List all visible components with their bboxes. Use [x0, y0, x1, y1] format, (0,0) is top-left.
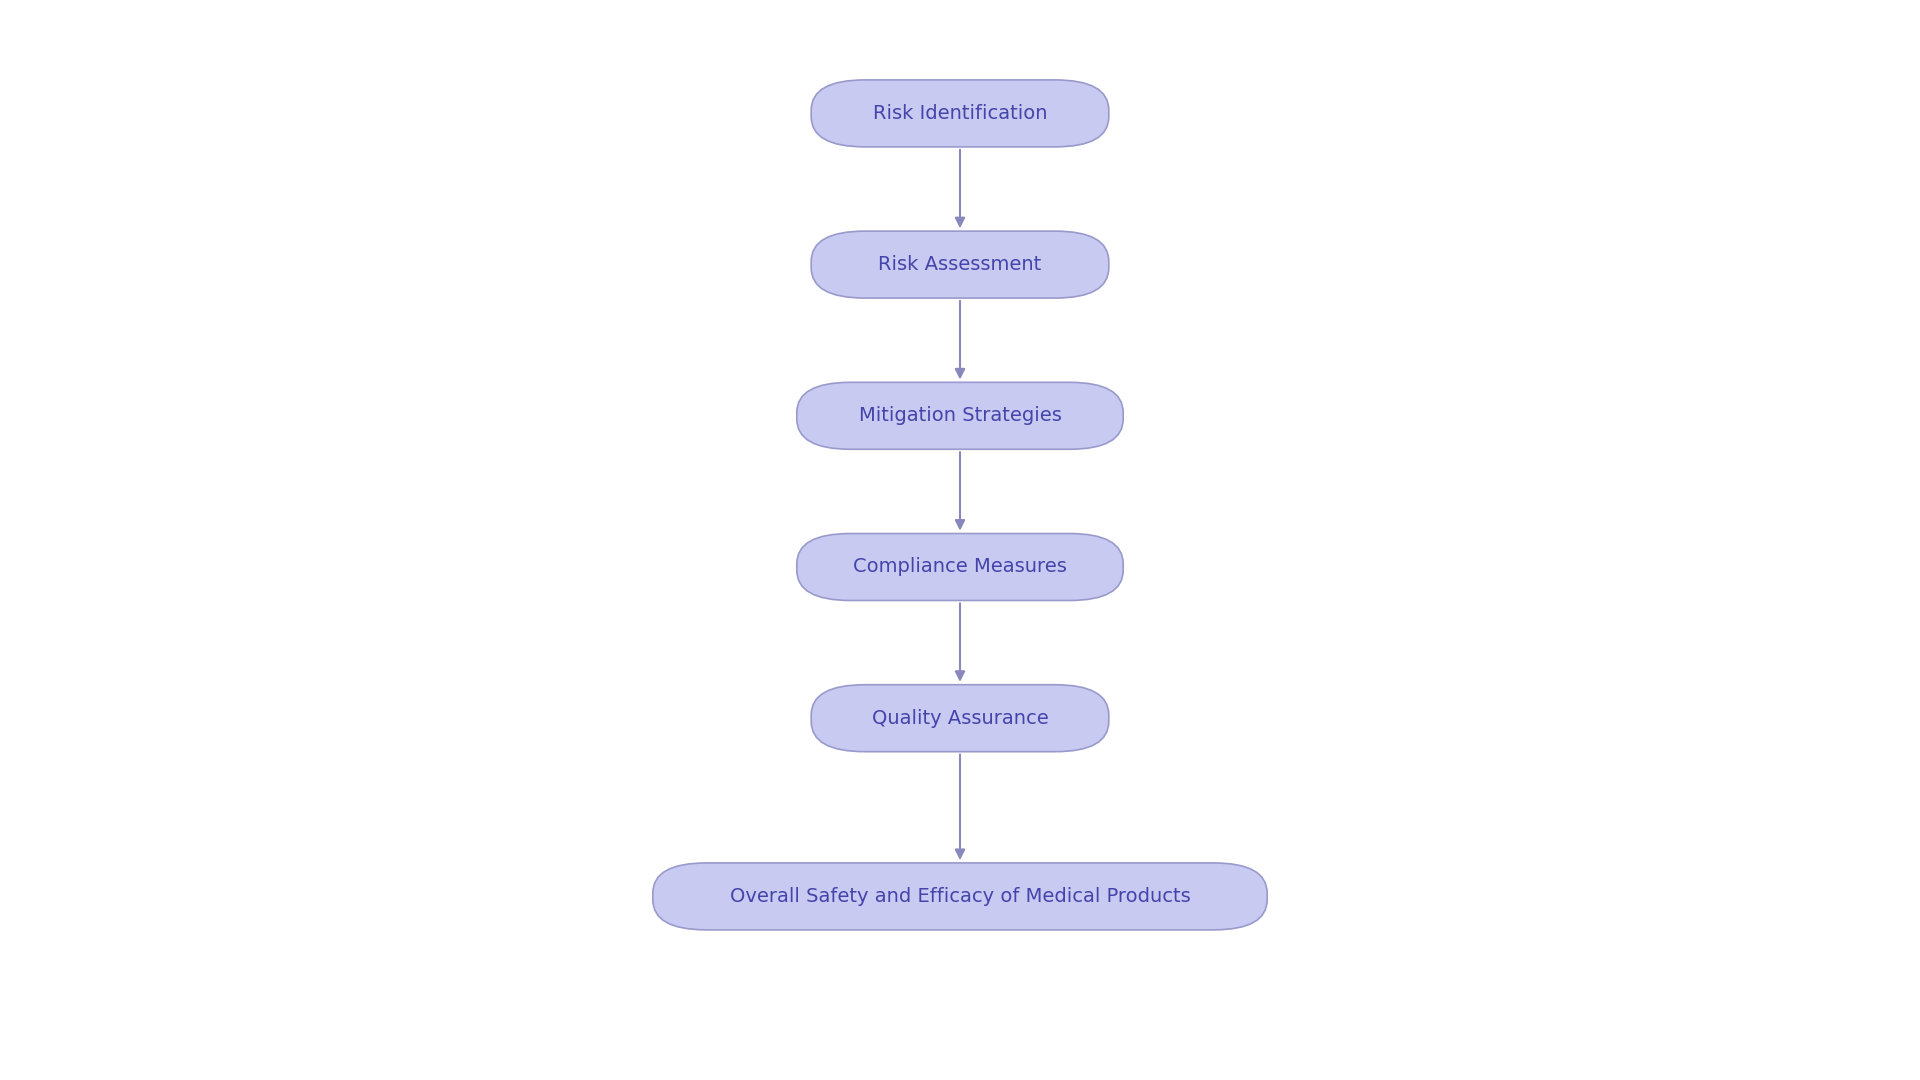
FancyBboxPatch shape	[653, 863, 1267, 930]
Text: Overall Safety and Efficacy of Medical Products: Overall Safety and Efficacy of Medical P…	[730, 887, 1190, 906]
Text: Quality Assurance: Quality Assurance	[872, 708, 1048, 728]
FancyBboxPatch shape	[797, 382, 1123, 449]
FancyBboxPatch shape	[810, 80, 1110, 147]
FancyBboxPatch shape	[810, 231, 1110, 298]
Text: Compliance Measures: Compliance Measures	[852, 557, 1068, 577]
FancyBboxPatch shape	[810, 685, 1110, 752]
Text: Risk Identification: Risk Identification	[874, 104, 1046, 123]
FancyBboxPatch shape	[797, 534, 1123, 600]
Text: Mitigation Strategies: Mitigation Strategies	[858, 406, 1062, 426]
Text: Risk Assessment: Risk Assessment	[877, 255, 1043, 274]
